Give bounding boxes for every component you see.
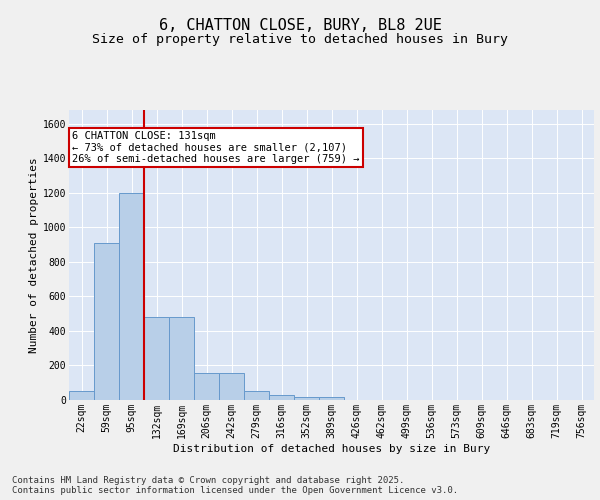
Bar: [69, 390, 94, 400]
Text: Size of property relative to detached houses in Bury: Size of property relative to detached ho…: [92, 32, 508, 46]
Bar: [194, 373, 219, 400]
X-axis label: Distribution of detached houses by size in Bury: Distribution of detached houses by size …: [173, 444, 490, 454]
Bar: [144, 317, 169, 400]
Text: 6 CHATTON CLOSE: 131sqm
← 73% of detached houses are smaller (2,107)
26% of semi: 6 CHATTON CLOSE: 131sqm ← 73% of detache…: [72, 130, 359, 164]
Bar: [319, 396, 344, 400]
Text: 6, CHATTON CLOSE, BURY, BL8 2UE: 6, CHATTON CLOSE, BURY, BL8 2UE: [158, 18, 442, 32]
Text: Contains HM Land Registry data © Crown copyright and database right 2025.
Contai: Contains HM Land Registry data © Crown c…: [12, 476, 458, 495]
Bar: [169, 317, 194, 400]
Bar: [269, 395, 294, 400]
Bar: [94, 243, 119, 400]
Bar: [244, 392, 269, 400]
Bar: [219, 373, 244, 400]
Bar: [294, 396, 319, 400]
Bar: [119, 193, 144, 400]
Y-axis label: Number of detached properties: Number of detached properties: [29, 157, 38, 353]
